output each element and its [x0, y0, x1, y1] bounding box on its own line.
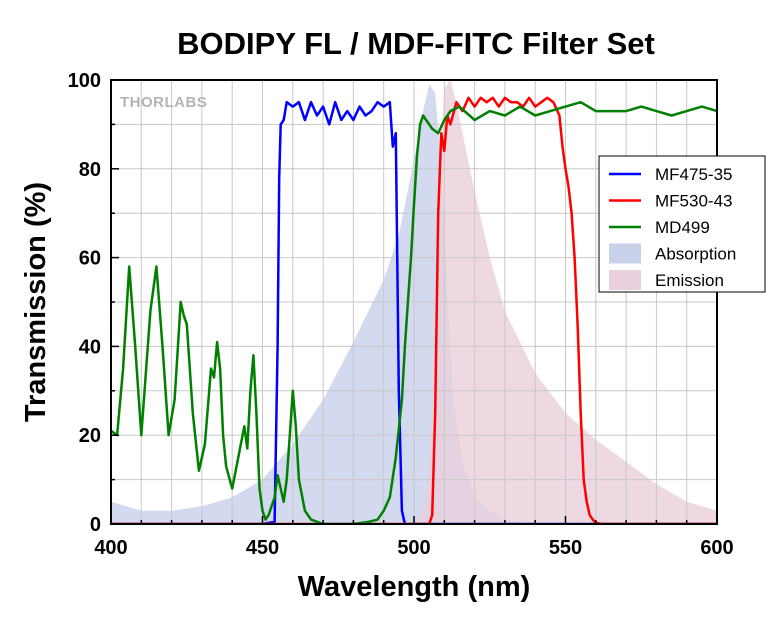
legend-swatch-emission: [609, 270, 641, 290]
series-line-mf530-43: [111, 96, 717, 524]
y-tick-label: 80: [79, 159, 101, 181]
y-tick-label: 60: [79, 248, 101, 270]
x-tick-label: 500: [397, 537, 430, 559]
chart-title: BODIPY FL / MDF-FITC Filter Set: [177, 26, 655, 61]
y-tick-label: 20: [79, 425, 101, 447]
y-tick-label: 100: [68, 70, 101, 92]
x-axis-label: Wavelength (nm): [298, 571, 531, 603]
series-line-md499: [111, 100, 717, 524]
x-tick-label: 550: [549, 537, 582, 559]
y-axis-label: Transmission (%): [20, 182, 52, 422]
legend-label-mf530-43: MF530-43: [655, 192, 732, 211]
legend-label-absorption: Absorption: [655, 245, 736, 264]
series-line-mf475-35: [111, 100, 717, 524]
x-tick-label: 400: [94, 537, 127, 559]
legend-swatch-absorption: [609, 243, 641, 264]
legend-box: [598, 155, 766, 293]
x-tick-label: 600: [700, 537, 733, 559]
legend-label-emission: Emission: [655, 271, 724, 290]
thorlabs-logo: THORLABS: [120, 94, 207, 111]
legend: MF475-35 MF530-43 MD499 Absorption Emission: [598, 155, 766, 293]
legend-label-md499: MD499: [655, 218, 710, 237]
legend-label-mf475-35: MF475-35: [655, 165, 732, 184]
y-tick-label: 40: [79, 336, 101, 358]
y-tick-label: 0: [90, 514, 101, 536]
x-tick-label: 450: [246, 537, 279, 559]
